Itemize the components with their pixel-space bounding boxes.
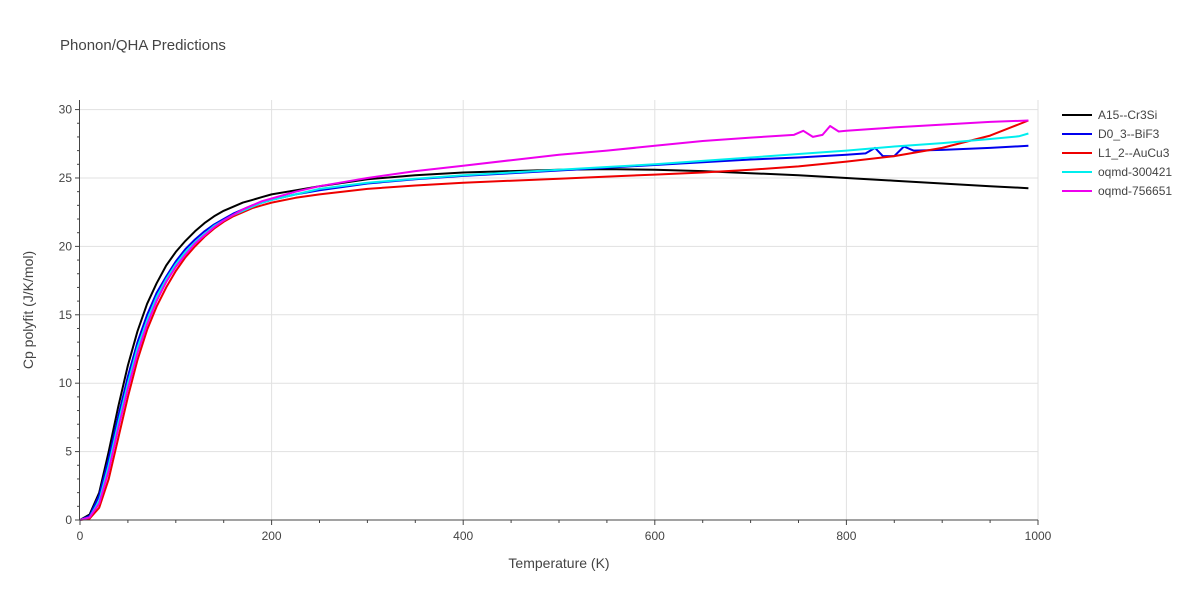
series-lines: [79, 119, 1029, 521]
x-axis-title: Temperature (K): [508, 555, 609, 571]
x-tick-label: 1000: [1025, 529, 1052, 543]
tick-labels: 0 200 400 600 800 1000 0 5 10 15 20 25 30: [59, 103, 1052, 543]
y-tick-label: 25: [59, 171, 73, 185]
x-tick-label: 400: [453, 529, 473, 543]
series-line-oqmd-756651: [79, 119, 1029, 521]
series-line-oqmd-300421: [79, 132, 1029, 521]
legend-label: oqmd-756651: [1098, 184, 1172, 198]
y-tick-label: 10: [59, 376, 73, 390]
series-line-A15--Cr3Si: [79, 168, 1029, 521]
y-axis-title: Cp polyfit (J/K/mol): [20, 251, 36, 369]
legend-label: L1_2--AuCu3: [1098, 146, 1170, 160]
series-line-D0_3--BiF3: [79, 144, 1029, 521]
y-tick-label: 15: [59, 308, 73, 322]
legend-item-L1_2--AuCu3[interactable]: L1_2--AuCu3: [1062, 146, 1170, 160]
x-tick-label: 600: [645, 529, 665, 543]
legend-item-oqmd-756651[interactable]: oqmd-756651: [1062, 184, 1172, 198]
x-tick-label: 0: [77, 529, 84, 543]
series-line-L1_2--AuCu3: [79, 119, 1029, 521]
y-tick-label: 5: [65, 445, 72, 459]
y-tick-label: 20: [59, 239, 73, 253]
y-tick-label: 30: [59, 103, 73, 117]
legend-item-A15--Cr3Si[interactable]: A15--Cr3Si: [1062, 108, 1157, 122]
axes: [75, 100, 1039, 525]
legend-label: A15--Cr3Si: [1098, 108, 1157, 122]
legend-item-D0_3--BiF3[interactable]: D0_3--BiF3: [1062, 127, 1160, 141]
legend-item-oqmd-300421[interactable]: oqmd-300421: [1062, 165, 1172, 179]
legend-label: D0_3--BiF3: [1098, 127, 1160, 141]
x-tick-label: 800: [836, 529, 856, 543]
x-tick-label: 200: [262, 529, 282, 543]
legend[interactable]: A15--Cr3Si D0_3--BiF3 L1_2--AuCu3 oqmd-3004…: [1062, 108, 1172, 198]
grid: [80, 100, 1039, 520]
y-tick-label: 0: [65, 513, 72, 527]
legend-label: oqmd-300421: [1098, 165, 1172, 179]
chart-title: Phonon/QHA Predictions: [60, 37, 226, 54]
